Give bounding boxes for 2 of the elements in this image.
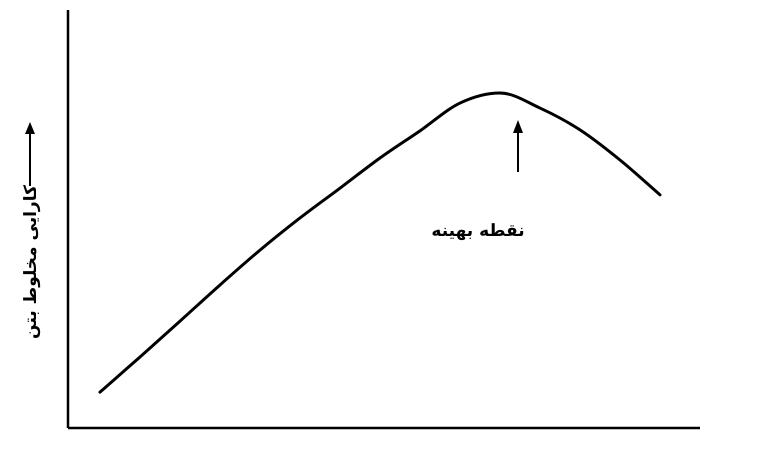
annotation: نقطه بهینه bbox=[431, 221, 525, 241]
ylabel: کارایی مخلوط بتن bbox=[21, 185, 41, 339]
